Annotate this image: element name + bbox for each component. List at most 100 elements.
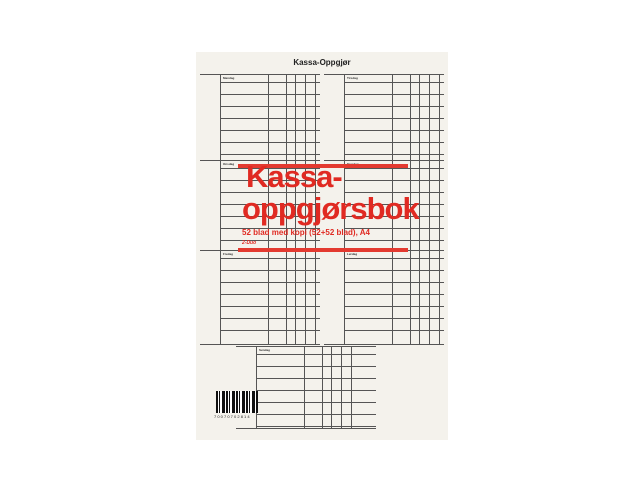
block-bottom-line [324, 344, 444, 345]
row-line [256, 426, 376, 427]
column-line [322, 346, 323, 428]
headline-line-1: Kassa- [246, 159, 343, 194]
row-line [344, 192, 444, 193]
row-line [256, 354, 376, 355]
column-line [341, 346, 342, 428]
row-line [344, 180, 444, 181]
headline-line-2: oppgjørsbok [242, 191, 420, 226]
form-title: Kassa-Oppgjør [293, 58, 351, 67]
column-line [351, 346, 352, 428]
row-line [256, 390, 376, 391]
column-line [268, 74, 269, 160]
row-line [344, 204, 444, 205]
row-line [344, 258, 444, 259]
row-line [344, 106, 444, 107]
day-label: Søndag [259, 348, 270, 352]
row-line [220, 240, 320, 241]
block-top-line [236, 346, 376, 347]
barcode-number: 7 0 0 7 0 7 0 2 8 1 4 [214, 414, 250, 419]
row-line [220, 154, 320, 155]
red-stripe-top [238, 164, 408, 168]
row-line [220, 118, 320, 119]
column-line [344, 160, 345, 250]
row-line [220, 82, 320, 83]
row-line [220, 318, 320, 319]
row-line [344, 82, 444, 83]
block-bottom-line [200, 344, 320, 345]
column-line [410, 250, 411, 344]
row-line [344, 270, 444, 271]
row-line [220, 270, 320, 271]
column-line [268, 160, 269, 250]
row-line [220, 216, 320, 217]
block-top-line [324, 160, 444, 161]
column-line [419, 250, 420, 344]
column-line [286, 74, 287, 160]
column-line [429, 160, 430, 250]
row-line [344, 142, 444, 143]
column-line [220, 160, 221, 250]
row-line [256, 414, 376, 415]
row-line [256, 378, 376, 379]
column-line [439, 250, 440, 344]
row-line [220, 228, 320, 229]
day-label: Lørdag [347, 252, 358, 256]
column-line [220, 250, 221, 344]
row-line [220, 94, 320, 95]
row-line [220, 130, 320, 131]
day-label: Fredag [223, 252, 234, 256]
column-line [315, 74, 316, 160]
row-line [344, 318, 444, 319]
column-line [268, 250, 269, 344]
row-line [344, 282, 444, 283]
column-line [295, 160, 296, 250]
row-line [220, 294, 320, 295]
column-line [392, 74, 393, 160]
row-line [344, 94, 444, 95]
row-line [344, 240, 444, 241]
row-line [344, 154, 444, 155]
row-line [344, 168, 444, 169]
row-line [256, 366, 376, 367]
column-line [286, 250, 287, 344]
block-top-line [324, 74, 444, 75]
column-line [220, 74, 221, 160]
column-line [429, 250, 430, 344]
column-line [419, 74, 420, 160]
barcode [216, 391, 258, 413]
row-line [344, 216, 444, 217]
column-line [344, 74, 345, 160]
brand-name: 2-Duo [242, 240, 257, 246]
column-line [315, 250, 316, 344]
row-line [344, 330, 444, 331]
column-line [305, 74, 306, 160]
column-line [295, 74, 296, 160]
column-line [331, 346, 332, 428]
column-line [392, 160, 393, 250]
product-subtitle: 52 blad med kopi (52+52 blad), A4 [242, 228, 370, 237]
column-line [439, 74, 440, 160]
block-top-line [200, 74, 320, 75]
row-line [220, 180, 320, 181]
column-line [392, 250, 393, 344]
column-line [286, 160, 287, 250]
column-line [295, 250, 296, 344]
row-line [220, 142, 320, 143]
day-label: Tirsdag [347, 76, 358, 80]
row-line [220, 330, 320, 331]
row-line [220, 306, 320, 307]
row-line [220, 168, 320, 169]
form-book-cover: Kassa-Oppgjør MandagTirsdagOnsdagTorsdag… [196, 52, 448, 440]
row-line [256, 402, 376, 403]
column-line [256, 346, 257, 428]
column-line [419, 160, 420, 250]
column-line [315, 160, 316, 250]
row-line [220, 282, 320, 283]
day-label: Mandag [223, 76, 235, 80]
row-line [344, 130, 444, 131]
column-line [439, 160, 440, 250]
column-line [304, 346, 305, 428]
row-line [220, 106, 320, 107]
day-label: Onsdag [223, 162, 235, 166]
block-top-line [200, 160, 320, 161]
